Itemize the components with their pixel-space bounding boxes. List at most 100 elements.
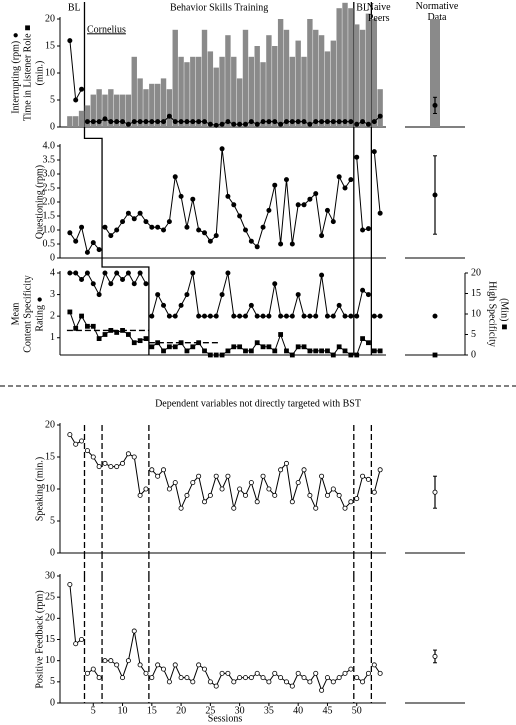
data-point bbox=[248, 675, 254, 681]
data-point bbox=[272, 119, 278, 125]
normative-point bbox=[432, 352, 438, 358]
normative-point bbox=[432, 489, 438, 495]
data-point bbox=[254, 670, 260, 676]
data-point bbox=[114, 227, 120, 233]
data-point bbox=[243, 348, 248, 354]
data-point bbox=[219, 670, 225, 676]
data-point bbox=[237, 121, 243, 127]
data-point bbox=[202, 313, 208, 319]
bar bbox=[260, 62, 266, 128]
data-point bbox=[161, 227, 167, 233]
data-point bbox=[202, 230, 208, 236]
data-point bbox=[213, 683, 219, 689]
bar bbox=[231, 56, 237, 127]
bar bbox=[178, 56, 184, 127]
y2-tick-label: 15 bbox=[471, 288, 481, 299]
data-point bbox=[336, 174, 342, 180]
bar bbox=[108, 89, 114, 127]
y-tick-label: 10 bbox=[45, 655, 55, 666]
data-point bbox=[126, 332, 131, 337]
data-point bbox=[137, 270, 143, 276]
y-tick-label: 3.5 bbox=[43, 154, 56, 165]
data-point bbox=[166, 486, 172, 492]
data-point bbox=[366, 340, 371, 346]
y-tick-label: 20 bbox=[45, 419, 55, 430]
data-point bbox=[231, 121, 237, 127]
data-point bbox=[365, 476, 371, 482]
data-point bbox=[155, 224, 161, 230]
data-point bbox=[319, 272, 325, 278]
data-point bbox=[190, 196, 196, 202]
separator-text: Dependent variables not directly targete… bbox=[155, 398, 361, 409]
data-point bbox=[319, 687, 325, 693]
data-point bbox=[67, 38, 73, 44]
data-point bbox=[225, 670, 231, 676]
data-point bbox=[172, 174, 178, 180]
data-point bbox=[231, 313, 237, 319]
data-point bbox=[90, 323, 96, 329]
data-point bbox=[149, 224, 155, 230]
data-point bbox=[360, 119, 366, 125]
data-point bbox=[108, 233, 114, 239]
bar bbox=[102, 94, 108, 127]
data-point bbox=[196, 227, 202, 233]
y-axis-label: Questioning (rpm) bbox=[34, 165, 45, 239]
data-point bbox=[301, 344, 307, 350]
series-line bbox=[151, 462, 352, 510]
data-point bbox=[289, 499, 295, 505]
bar bbox=[213, 67, 219, 127]
y2-tick-label: 5 bbox=[471, 329, 476, 340]
bar bbox=[184, 62, 190, 128]
x-axis-label: Sessions bbox=[208, 713, 243, 724]
data-point bbox=[190, 344, 196, 350]
data-point bbox=[319, 348, 325, 354]
y-tick-label: 10 bbox=[45, 483, 55, 494]
data-point bbox=[336, 119, 342, 125]
bar bbox=[365, 13, 372, 128]
bar bbox=[324, 51, 331, 127]
data-point bbox=[272, 348, 278, 354]
bar bbox=[67, 116, 73, 127]
data-point bbox=[161, 119, 167, 125]
data-point bbox=[108, 658, 114, 664]
data-point bbox=[137, 338, 143, 344]
data-point bbox=[79, 86, 85, 92]
y-tick-label: 3.0 bbox=[43, 168, 56, 179]
data-point bbox=[307, 121, 313, 127]
data-point bbox=[365, 121, 371, 127]
y-axis-label: Mean bbox=[10, 303, 21, 326]
data-point bbox=[79, 637, 85, 643]
data-point bbox=[301, 467, 307, 473]
y-axis-label: Rating ● bbox=[34, 296, 45, 331]
y2-tick-label: 20 bbox=[471, 267, 481, 278]
series-line bbox=[69, 40, 83, 102]
data-point bbox=[131, 281, 137, 287]
data-point bbox=[125, 270, 131, 276]
data-point bbox=[324, 119, 330, 125]
data-point bbox=[178, 302, 184, 308]
data-point bbox=[237, 213, 243, 219]
data-point bbox=[307, 196, 313, 202]
data-point bbox=[125, 210, 131, 216]
data-point bbox=[242, 675, 248, 681]
data-point bbox=[231, 679, 237, 685]
data-point bbox=[143, 219, 149, 225]
bar bbox=[90, 94, 96, 127]
data-point bbox=[289, 352, 295, 358]
data-point bbox=[184, 492, 190, 498]
y-tick-label: 2.0 bbox=[43, 196, 56, 207]
data-point bbox=[225, 270, 231, 276]
data-point bbox=[324, 492, 330, 498]
data-point bbox=[260, 344, 266, 350]
data-point bbox=[237, 486, 243, 492]
data-point bbox=[120, 219, 126, 225]
x-tick-label: 35 bbox=[264, 705, 274, 716]
data-point bbox=[149, 675, 155, 681]
bar bbox=[266, 35, 272, 128]
data-point bbox=[371, 348, 377, 354]
x-tick-label: 50 bbox=[352, 705, 362, 716]
data-point bbox=[79, 276, 85, 282]
data-point bbox=[289, 241, 295, 247]
data-point bbox=[360, 336, 365, 342]
